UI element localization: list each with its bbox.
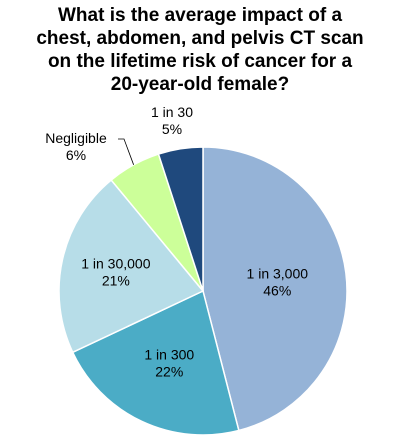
pie-slices: [58, 146, 348, 436]
slice-percent-label: 46%: [263, 283, 291, 299]
slice-category-label: Negligible: [45, 130, 107, 146]
slice-label-1: 1 in 300 22%: [144, 347, 194, 380]
chart-title-line-3: on the lifetime risk of cancer for a: [47, 51, 353, 72]
pie-slice-2: [58, 178, 205, 354]
slice-percent-label: 22%: [155, 364, 183, 380]
slice-category-label: 1 in 300: [144, 347, 194, 363]
slice-percent-label: 5%: [162, 121, 182, 137]
slice-category-label: 1 in 3,000: [247, 266, 309, 282]
slice-category-label: 1 in 30: [151, 104, 193, 120]
chart-title: What is the average impact of a chest, a…: [0, 4, 400, 96]
slice-label-4: 1 in 30 5%: [151, 104, 193, 137]
leader-lines: [118, 138, 135, 165]
pie-slice-1: [71, 289, 240, 436]
slice-label-0: 1 in 3,000 46%: [247, 266, 309, 299]
slice-labels: 1 in 3,000 46% 1 in 300 22% 1 in 30,000 21% Ne…: [45, 104, 308, 380]
slice-category-label: 1 in 30,000: [81, 256, 150, 272]
leader-line-3: [118, 138, 135, 165]
slice-percent-label: 6%: [66, 147, 86, 163]
chart-title-line-4: 20-year-old female?: [110, 74, 290, 95]
chart-title-line-2: chest, abdomen, and pelvis CT scan: [36, 28, 364, 49]
slice-label-3: Negligible 6%: [45, 130, 107, 163]
slice-label-2: 1 in 30,000 21%: [81, 256, 150, 289]
pie-slice-0: [202, 146, 348, 432]
slice-percent-label: 21%: [102, 273, 130, 289]
chart-title-line-1: What is the average impact of a: [57, 5, 343, 26]
pie-slice-4: [157, 146, 204, 292]
